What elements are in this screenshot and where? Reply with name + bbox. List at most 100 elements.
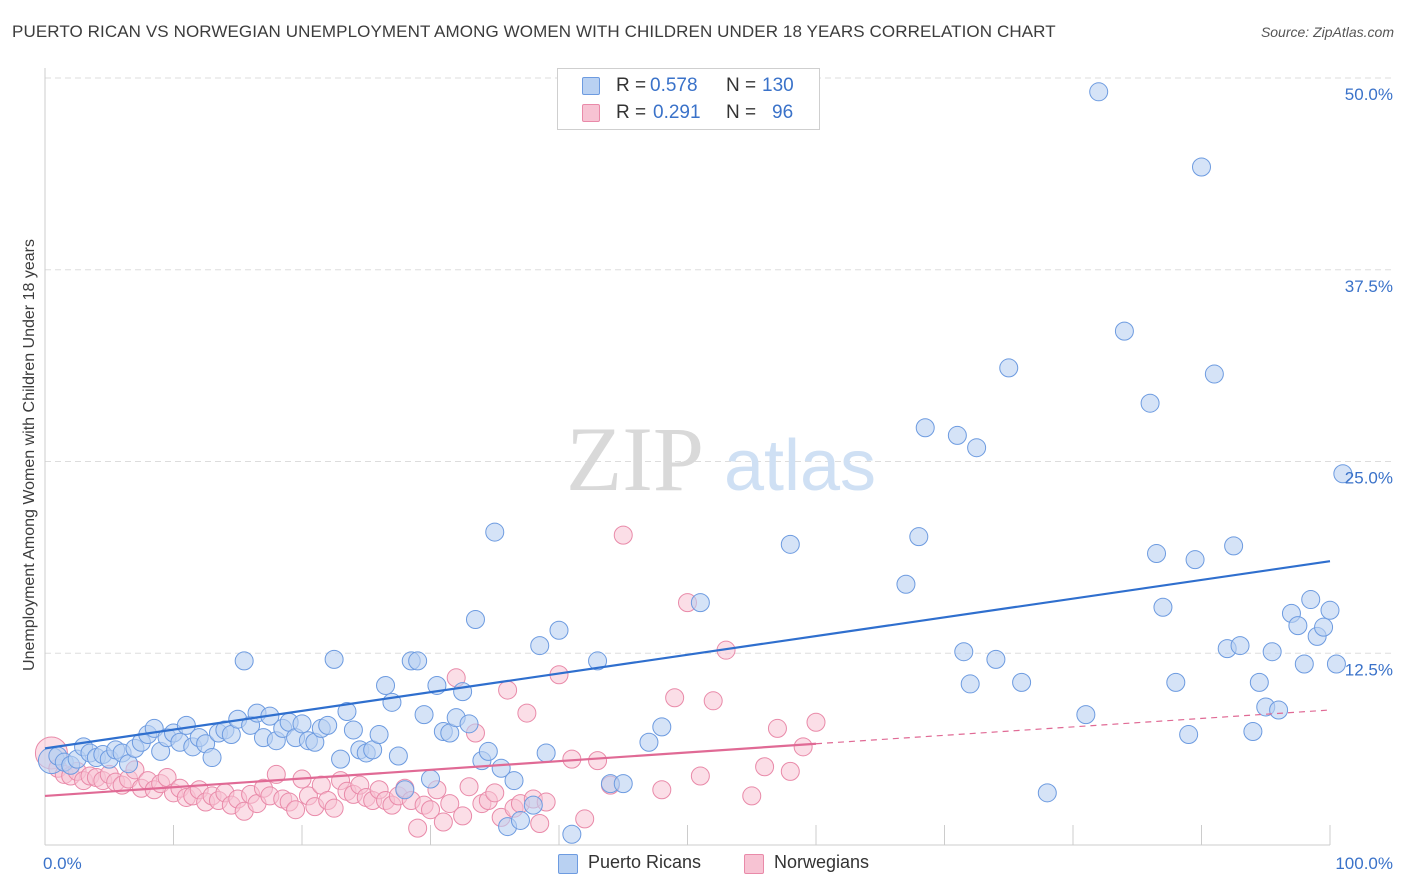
puerto-rican-point [1262, 642, 1282, 662]
y-tick-label: 50.0% [1345, 85, 1393, 104]
puerto-rican-point [324, 649, 344, 669]
norwegian-point [780, 761, 800, 781]
puerto-rican-point [504, 771, 524, 791]
puerto-rican-point [1301, 590, 1321, 610]
norwegian-point [665, 688, 685, 708]
n-label: N = [726, 75, 757, 96]
blue-swatch [582, 77, 600, 95]
puerto-rican-point [1140, 393, 1160, 413]
norwegian-point [408, 818, 428, 838]
norwegian-point [485, 783, 505, 803]
y-tick-label: 37.5% [1345, 277, 1393, 296]
norwegian-point [742, 786, 762, 806]
puerto-rican-point [1192, 157, 1211, 177]
puerto-rican-point [1320, 600, 1340, 620]
puerto-rican-point [523, 795, 543, 815]
puerto-rican-point [337, 702, 357, 722]
puerto-rican-point [1294, 654, 1314, 674]
puerto-ricans-points [37, 82, 1353, 844]
norwegian-point [767, 718, 787, 738]
legend-label: Puerto Ricans [588, 852, 702, 872]
pink-swatch [582, 104, 600, 122]
tick-labels: 12.5% 25.0% 37.5% 50.0% 0.0% 100.0% [43, 85, 1393, 873]
pink-swatch [744, 854, 764, 874]
puerto-rican-point [947, 425, 967, 445]
axes [44, 68, 1331, 846]
puerto-rican-point [1037, 783, 1057, 803]
puerto-rican-point [1326, 654, 1346, 674]
x-tick-label: 100.0% [1335, 854, 1393, 873]
puerto-rican-point [1076, 705, 1096, 725]
puerto-rican-point [459, 714, 479, 734]
norwegian-point [517, 703, 537, 723]
puerto-rican-point [414, 705, 434, 725]
puerto-rican-point [176, 715, 196, 735]
puerto-rican-point [1269, 700, 1289, 720]
trend-lines [44, 560, 1331, 798]
norwegian-point [530, 814, 550, 834]
puerto-rican-point [999, 358, 1019, 378]
n-value: 130 [762, 75, 794, 96]
puerto-rican-point [896, 574, 916, 594]
r-value: 0.578 [650, 75, 698, 96]
puerto-rican-point [536, 743, 556, 763]
puerto-rican-point [234, 651, 254, 671]
norwegians-trend-extension [815, 709, 1331, 745]
puerto-rican-point [1166, 672, 1186, 692]
blue-swatch [558, 854, 578, 874]
puerto-rican-point [1314, 617, 1334, 637]
puerto-rican-point [1153, 597, 1173, 617]
puerto-rican-point [1185, 550, 1205, 570]
norwegian-point [690, 766, 710, 786]
puerto-rican-point [1249, 672, 1269, 692]
puerto-rican-point [967, 438, 987, 458]
norwegians-trend-line [44, 742, 817, 798]
puerto-rican-point [1224, 536, 1244, 556]
puerto-rican-point [960, 674, 980, 694]
puerto-rican-point [530, 636, 550, 656]
puerto-rican-point [421, 769, 440, 789]
legend-label: Norwegians [774, 852, 870, 872]
norwegian-point [421, 800, 440, 820]
puerto-rican-point [453, 682, 473, 702]
puerto-rican-point [395, 780, 415, 800]
puerto-rican-point [1147, 544, 1167, 564]
r-label: R = [616, 75, 647, 96]
norwegian-point [613, 525, 633, 545]
norwegian-point [498, 680, 518, 700]
r-value: 0.291 [653, 102, 701, 123]
chart-title: PUERTO RICAN VS NORWEGIAN UNEMPLOYMENT A… [12, 22, 1056, 41]
puerto-rican-point [954, 642, 974, 662]
norwegian-point [453, 806, 473, 826]
n-label: N = [726, 102, 757, 123]
x-tick-label: 0.0% [43, 854, 82, 873]
puerto-rican-point [613, 774, 633, 794]
puerto-rican-point [1230, 636, 1250, 656]
puerto-ricans-trend-line [44, 560, 1331, 750]
source-label: Source: ZipAtlas.com [1260, 24, 1394, 40]
watermark-zip: ZIP [566, 408, 704, 510]
puerto-rican-point [202, 748, 222, 768]
puerto-rican-point [690, 593, 710, 613]
puerto-rican-point [1288, 616, 1308, 636]
y-axis-label: Unemployment Among Women with Children U… [21, 239, 38, 671]
puerto-rican-point [388, 746, 408, 766]
puerto-rican-point [639, 732, 659, 752]
correlation-legend: R = 0.578 N = 130 R = 0.291 N = 96 [557, 68, 820, 130]
norwegian-point [459, 777, 479, 797]
puerto-rican-point [478, 741, 498, 761]
norwegian-point [652, 780, 672, 800]
puerto-rican-point [1114, 321, 1134, 341]
puerto-rican-point [408, 651, 428, 671]
y-tick-label: 12.5% [1345, 660, 1393, 679]
puerto-rican-point [485, 522, 505, 542]
puerto-rican-point [465, 610, 485, 630]
puerto-rican-point [292, 714, 312, 734]
puerto-rican-point [376, 675, 396, 695]
puerto-rican-point [915, 418, 935, 438]
puerto-rican-point [549, 620, 569, 640]
watermark: ZIP atlas [566, 408, 876, 510]
puerto-rican-point [510, 810, 530, 830]
norwegian-point [755, 757, 775, 777]
